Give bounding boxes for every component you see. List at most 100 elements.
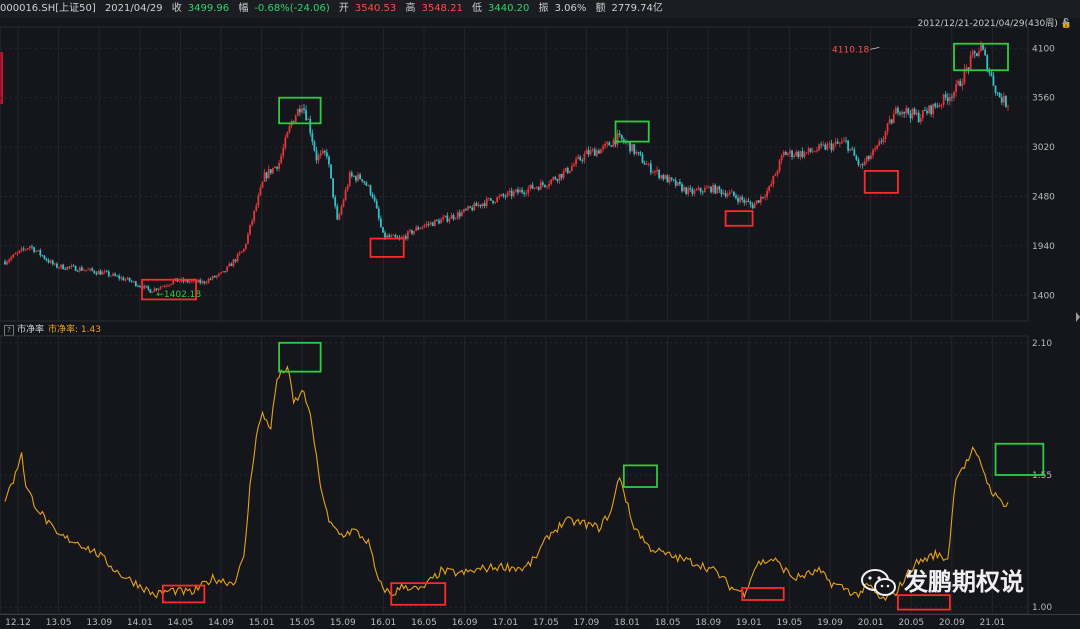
candle-body (695, 189, 698, 191)
candle-body (145, 285, 148, 287)
candle-body (384, 232, 386, 238)
candle-body (444, 215, 447, 218)
candle-body (780, 155, 783, 161)
candle-body (967, 67, 970, 70)
candle-body (751, 204, 754, 209)
candle-body (957, 80, 960, 85)
candle-body (95, 272, 98, 275)
candle-body (936, 106, 939, 108)
x-tick-label: 16.05 (411, 618, 437, 628)
candle-body (622, 139, 625, 143)
pb-green-highlight-box (278, 341, 322, 373)
candle-body (118, 275, 121, 279)
candle-body (4, 261, 6, 265)
candle-body (284, 137, 287, 148)
candle-body (984, 49, 987, 56)
candle-body (26, 248, 29, 250)
candle-body (768, 186, 771, 191)
candle-body (924, 110, 926, 111)
x-tick-label: 15.09 (330, 618, 356, 628)
candle-body (213, 276, 216, 278)
candle-body (776, 171, 779, 175)
pb-green-highlight-box (622, 464, 658, 488)
candle-body (371, 194, 374, 198)
price-red-highlight-box (724, 210, 754, 227)
candle-body (629, 142, 631, 152)
candle-body (47, 260, 50, 263)
pb-green-highlight-box (994, 442, 1045, 476)
candle-body (209, 279, 212, 280)
candle-body (62, 264, 65, 270)
quote-date: 2021/04/29 (104, 3, 163, 14)
candle-body (747, 200, 750, 202)
x-tick-label: 18.01 (614, 618, 640, 628)
candle-body (978, 51, 980, 57)
candle-body (249, 224, 251, 235)
candle-body (440, 219, 442, 224)
candle-body (377, 208, 380, 219)
candle-body (222, 271, 224, 273)
candle-body (598, 150, 600, 154)
candle-body (627, 142, 629, 143)
candle-body (859, 164, 862, 166)
candle-body (656, 169, 658, 172)
candle-body (982, 44, 984, 50)
candle-body (344, 189, 347, 201)
candle-body (795, 151, 798, 156)
candle-body (257, 195, 260, 206)
candle-body (172, 280, 175, 284)
pb-y-tick-label: 2.10 (1032, 339, 1052, 349)
candle-body (502, 194, 505, 197)
candle-body (550, 179, 553, 184)
candle-body (110, 275, 112, 277)
candle-body (755, 200, 758, 204)
x-tick-label: 14.01 (127, 618, 153, 628)
candle-body (832, 144, 835, 150)
candle-body (998, 92, 1001, 98)
candle-body (884, 131, 887, 139)
candle-body (990, 72, 993, 76)
price-y-tick-label: 2480 (1032, 192, 1055, 202)
candle-body (544, 184, 546, 187)
candle-body (759, 196, 762, 203)
x-tick-label: 15.01 (249, 618, 275, 628)
candle-body (820, 144, 823, 146)
candle-body (575, 158, 577, 165)
candle-body (587, 150, 590, 155)
candle-body (602, 146, 604, 150)
candle-body (996, 92, 999, 94)
candle-body (606, 142, 609, 144)
candle-body (454, 218, 457, 219)
candle-body (749, 201, 752, 205)
x-tick-label: 16.09 (452, 618, 478, 628)
candle-body (261, 181, 264, 188)
candle-body (49, 260, 52, 263)
candle-body (928, 105, 930, 114)
x-tick-label: 17.05 (533, 618, 559, 628)
candle-body (975, 53, 978, 57)
candle-body (303, 108, 305, 111)
candle-body (577, 156, 580, 159)
candle-body (481, 203, 484, 207)
candle-body (429, 222, 432, 225)
candle-body (450, 215, 453, 219)
candle-body (994, 85, 997, 93)
candle-body (585, 150, 588, 154)
candle-body (228, 263, 231, 267)
candle-body (226, 266, 229, 272)
candle-body (373, 197, 376, 201)
pb-y-tick-label: 1.00 (1032, 603, 1052, 613)
candle-body (645, 164, 648, 166)
candle-body (298, 108, 301, 113)
candle-body (670, 177, 673, 180)
candle-body (980, 44, 982, 52)
candle-body (336, 206, 339, 220)
candle-body (973, 51, 976, 54)
candle-body (215, 275, 218, 278)
pb-red-highlight-box (897, 594, 951, 611)
candle-body (857, 159, 860, 165)
indicator-value: 市净率: 1.43 (48, 325, 101, 335)
candle-body (309, 119, 312, 134)
candle-body (413, 230, 415, 234)
candle-body (107, 271, 110, 276)
